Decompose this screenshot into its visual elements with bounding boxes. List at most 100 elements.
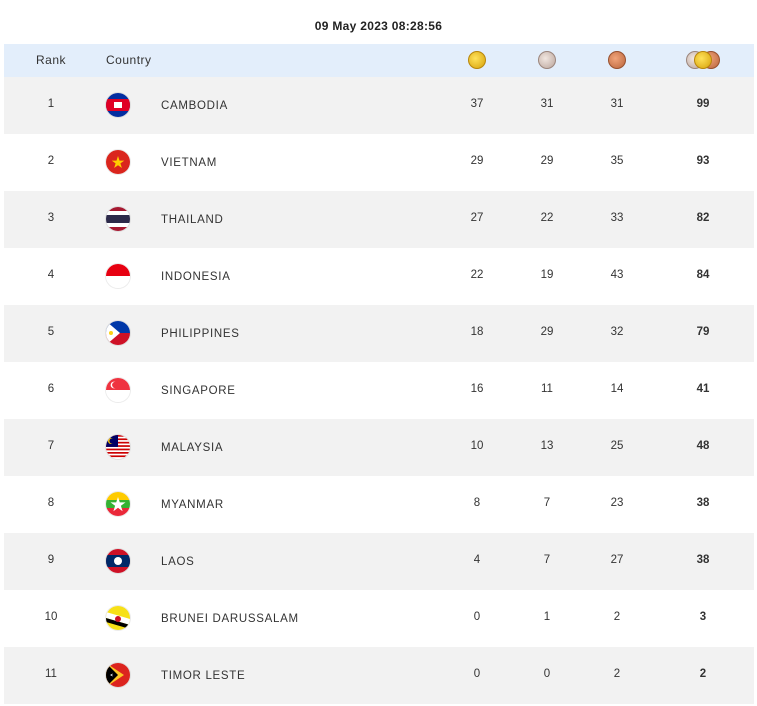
total-count: 48 bbox=[696, 440, 710, 452]
total-count: 93 bbox=[696, 155, 710, 167]
timor-leste-flag-icon bbox=[106, 663, 130, 687]
silver-count: 7 bbox=[543, 497, 551, 509]
rank-cell: 3 bbox=[47, 212, 55, 224]
gold-count: 22 bbox=[470, 269, 484, 281]
rank-cell: 6 bbox=[47, 383, 55, 395]
rank-cell: 8 bbox=[47, 497, 55, 509]
country-name[interactable]: MALAYSIA bbox=[161, 442, 224, 454]
bronze-count: 2 bbox=[613, 611, 621, 623]
silver-count: 19 bbox=[540, 269, 554, 281]
table-row[interactable]: 6 SINGAPORE 16 11 14 41 bbox=[4, 362, 754, 419]
country-name[interactable]: MYANMAR bbox=[161, 499, 224, 511]
silver-medal-icon bbox=[538, 51, 556, 69]
thailand-flag-icon bbox=[106, 207, 130, 231]
laos-flag-icon bbox=[106, 549, 130, 573]
silver-count: 29 bbox=[540, 155, 554, 167]
silver-count: 31 bbox=[540, 98, 554, 110]
total-column-header[interactable] bbox=[673, 44, 733, 69]
total-count: 82 bbox=[696, 212, 710, 224]
bronze-count: 2 bbox=[613, 668, 621, 680]
rank-cell: 5 bbox=[47, 326, 55, 338]
bronze-count: 43 bbox=[610, 269, 624, 281]
silver-count: 11 bbox=[541, 383, 553, 395]
rank-cell: 1 bbox=[47, 98, 55, 110]
philippines-flag-icon bbox=[106, 321, 130, 345]
singapore-flag-icon bbox=[106, 378, 130, 402]
total-count: 2 bbox=[699, 668, 707, 680]
vietnam-flag-icon bbox=[106, 150, 130, 174]
table-row[interactable]: 8 MYANMAR 8 7 23 38 bbox=[4, 476, 754, 533]
bronze-count: 23 bbox=[610, 497, 624, 509]
medal-table: Rank Country 1 CAMBODIA 37 31 31 99 2 VIETNAM 29… bbox=[4, 44, 754, 704]
table-row[interactable]: 1 CAMBODIA 37 31 31 99 bbox=[4, 77, 754, 134]
country-name[interactable]: SINGAPORE bbox=[161, 385, 236, 397]
bronze-count: 32 bbox=[610, 326, 624, 338]
indonesia-flag-icon bbox=[106, 264, 130, 288]
table-row[interactable]: 7 MALAYSIA 10 13 25 48 bbox=[4, 419, 754, 476]
myanmar-flag-icon bbox=[106, 492, 130, 516]
total-count: 38 bbox=[696, 554, 710, 566]
table-row[interactable]: 10 BRUNEI DARUSSALAM 0 1 2 3 bbox=[4, 590, 754, 647]
timestamp: 09 May 2023 08:28:56 bbox=[314, 19, 443, 33]
table-row[interactable]: 5 PHILIPPINES 18 29 32 79 bbox=[4, 305, 754, 362]
rank-cell: 2 bbox=[47, 155, 55, 167]
total-count: 99 bbox=[696, 98, 710, 110]
silver-count: 1 bbox=[543, 611, 551, 623]
cambodia-flag-icon bbox=[106, 93, 130, 117]
gold-count: 0 bbox=[473, 611, 481, 623]
total-count: 38 bbox=[696, 497, 710, 509]
table-header: Rank Country bbox=[4, 44, 754, 77]
gold-count: 8 bbox=[473, 497, 481, 509]
bronze-medal-icon bbox=[608, 51, 626, 69]
country-name[interactable]: TIMOR LESTE bbox=[161, 670, 246, 682]
bronze-count: 31 bbox=[610, 98, 624, 110]
rank-cell: 11 bbox=[45, 668, 57, 680]
table-row[interactable]: 2 VIETNAM 29 29 35 93 bbox=[4, 134, 754, 191]
bronze-count: 33 bbox=[610, 212, 624, 224]
country-name[interactable]: VIETNAM bbox=[161, 157, 218, 169]
silver-count: 7 bbox=[543, 554, 551, 566]
silver-count: 13 bbox=[540, 440, 554, 452]
brunei-flag-icon bbox=[106, 606, 130, 630]
rank-cell: 9 bbox=[47, 554, 55, 566]
gold-count: 16 bbox=[470, 383, 484, 395]
gold-count: 27 bbox=[470, 212, 484, 224]
rank-cell: 10 bbox=[44, 611, 58, 623]
total-count: 3 bbox=[699, 611, 707, 623]
silver-column-header[interactable] bbox=[517, 44, 577, 69]
country-name[interactable]: CAMBODIA bbox=[161, 100, 228, 112]
gold-medal-icon bbox=[468, 51, 486, 69]
malaysia-flag-icon bbox=[106, 435, 130, 459]
silver-count: 29 bbox=[540, 326, 554, 338]
bronze-count: 35 bbox=[610, 155, 624, 167]
table-row[interactable]: 4 INDONESIA 22 19 43 84 bbox=[4, 248, 754, 305]
total-count: 79 bbox=[696, 326, 710, 338]
total-count: 84 bbox=[696, 269, 710, 281]
table-row[interactable]: 3 THAILAND 27 22 33 82 bbox=[4, 191, 754, 248]
gold-count: 4 bbox=[473, 554, 481, 566]
bronze-count: 14 bbox=[610, 383, 624, 395]
bronze-count: 27 bbox=[610, 554, 624, 566]
gold-column-header[interactable] bbox=[447, 44, 507, 69]
gold-count: 37 bbox=[470, 98, 484, 110]
country-header: Country bbox=[106, 53, 152, 67]
all-medals-icon bbox=[686, 51, 720, 69]
country-name[interactable]: PHILIPPINES bbox=[161, 328, 240, 340]
rank-cell: 4 bbox=[47, 269, 55, 281]
rank-cell: 7 bbox=[47, 440, 55, 452]
country-name[interactable]: INDONESIA bbox=[161, 271, 231, 283]
bronze-column-header[interactable] bbox=[587, 44, 647, 69]
table-row[interactable]: 9 LAOS 4 7 27 38 bbox=[4, 533, 754, 590]
silver-count: 22 bbox=[540, 212, 554, 224]
country-name[interactable]: LAOS bbox=[161, 556, 195, 568]
gold-count: 29 bbox=[470, 155, 484, 167]
gold-count: 18 bbox=[470, 326, 484, 338]
country-name[interactable]: THAILAND bbox=[161, 214, 224, 226]
country-name[interactable]: BRUNEI DARUSSALAM bbox=[161, 613, 299, 625]
silver-count: 0 bbox=[543, 668, 551, 680]
gold-count: 0 bbox=[473, 668, 481, 680]
total-count: 41 bbox=[696, 383, 710, 395]
gold-count: 10 bbox=[470, 440, 484, 452]
table-body: 1 CAMBODIA 37 31 31 99 2 VIETNAM 29 29 35 93 3 THAILA… bbox=[4, 77, 754, 704]
table-row[interactable]: 11 TIMOR LESTE 0 0 2 2 bbox=[4, 647, 754, 704]
